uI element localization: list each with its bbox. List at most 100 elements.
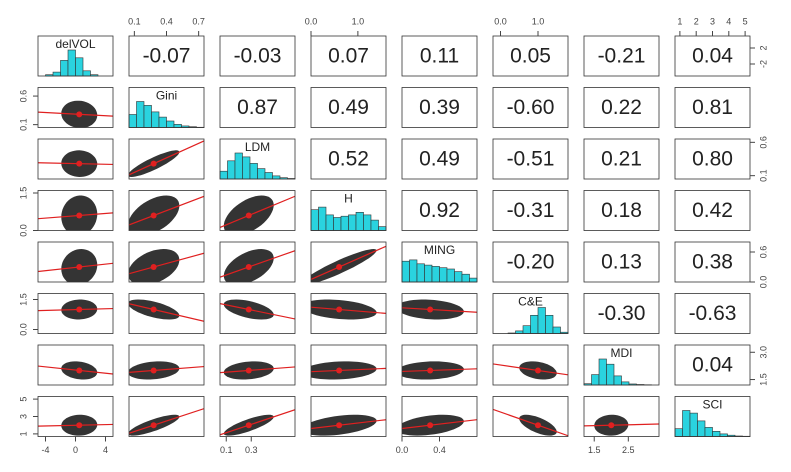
scatter-area	[129, 408, 204, 436]
correlation-value: -0.30	[598, 302, 646, 325]
fit-line	[402, 307, 477, 313]
panel-frame	[128, 241, 205, 283]
mean-point	[427, 367, 434, 374]
panel-frame	[583, 190, 660, 231]
histogram-bar	[461, 273, 470, 283]
tick-label: 1.5	[758, 373, 768, 386]
mean-point	[150, 212, 157, 219]
panel	[401, 396, 478, 437]
histogram-bar	[67, 49, 76, 77]
panel-frame	[37, 35, 114, 77]
correlation-value: 0.81	[692, 96, 733, 119]
mean-point	[336, 422, 343, 429]
scatter-area	[220, 249, 295, 282]
mean-point	[150, 264, 157, 270]
histogram-bar	[621, 381, 630, 386]
correlation-value: -0.07	[143, 45, 191, 68]
panel	[128, 344, 205, 386]
mean-point	[427, 422, 434, 429]
histogram-bar	[674, 428, 683, 437]
histogram-bar	[52, 71, 61, 77]
histogram-bar	[545, 314, 554, 334]
mean-point	[245, 264, 252, 270]
scatter-area	[129, 299, 204, 322]
panel	[401, 344, 478, 386]
tick-label: 5	[18, 397, 28, 402]
panel: 0.87	[219, 87, 296, 128]
mean-point	[535, 422, 541, 429]
histogram-bar	[682, 410, 691, 437]
fit-line	[220, 250, 295, 278]
tick-label: 0.0	[18, 224, 28, 237]
mean-point	[150, 367, 157, 374]
histogram-bar	[712, 430, 721, 437]
mean-point	[336, 264, 343, 270]
fit-line	[311, 245, 386, 280]
correlation-value: 0.04	[692, 354, 733, 377]
histogram-bar	[469, 277, 478, 283]
scatter-area	[402, 361, 477, 380]
panel-frame	[128, 138, 205, 180]
histogram-bar	[310, 209, 319, 231]
correlation-value: 0.13	[601, 251, 642, 274]
panel-frame	[401, 241, 478, 283]
tick-label: 0.4	[433, 445, 446, 455]
panel: 0.38	[674, 241, 751, 283]
panel	[219, 396, 296, 437]
panel: -0.63	[674, 293, 751, 334]
panel	[37, 190, 114, 231]
fit-line	[220, 409, 295, 436]
panel: delVOL	[37, 35, 114, 77]
panel: -0.31	[492, 190, 569, 231]
tick-label: 0.1	[220, 445, 233, 455]
correlation-value: 0.05	[510, 45, 551, 68]
correlation-value: 0.49	[419, 148, 460, 171]
tick-label: -4	[41, 445, 49, 455]
fit-line	[129, 252, 204, 275]
tick-label: 0.0	[494, 16, 507, 26]
panel	[401, 293, 478, 334]
panel-frame	[219, 396, 296, 437]
panel-frame	[401, 87, 478, 128]
histogram-bar	[363, 214, 372, 231]
correlation-value: 0.38	[692, 251, 733, 274]
panel: 0.07	[310, 35, 387, 77]
panel-frame	[310, 293, 387, 334]
correlation-value: 0.39	[419, 96, 460, 119]
histogram-bar	[82, 70, 91, 77]
histogram-bar	[401, 260, 410, 283]
mean-point	[150, 422, 157, 429]
mean-point	[76, 422, 83, 429]
fit-line	[38, 423, 113, 427]
scatter-area	[311, 245, 386, 282]
panel-frame	[219, 138, 296, 180]
panel	[310, 293, 387, 334]
fit-line	[311, 367, 386, 373]
mean-point	[336, 367, 343, 374]
panel-frame	[219, 241, 296, 283]
mean-point	[76, 264, 83, 270]
panel	[37, 396, 114, 437]
panel	[219, 241, 296, 283]
fit-line	[402, 419, 477, 430]
tick-label: -2	[758, 60, 768, 68]
mean-point	[76, 111, 83, 118]
fit-line	[493, 363, 568, 376]
panel: 0.04	[674, 35, 751, 77]
correlation-value: 0.07	[328, 45, 369, 68]
fit-line	[129, 408, 204, 434]
panel	[219, 293, 296, 334]
panel	[492, 344, 569, 386]
mean-point	[150, 306, 157, 313]
panel-frame	[583, 87, 660, 128]
histogram-bar	[606, 363, 615, 386]
correlation-value: 0.04	[692, 45, 733, 68]
tick-label: 5	[743, 16, 748, 26]
panel: -0.03	[219, 35, 296, 77]
panel-frame	[492, 241, 569, 283]
panel	[37, 138, 114, 180]
panel-frame	[583, 35, 660, 77]
panel	[128, 396, 205, 437]
tick-label: 0.4	[160, 16, 173, 26]
scatter-area	[493, 361, 568, 380]
